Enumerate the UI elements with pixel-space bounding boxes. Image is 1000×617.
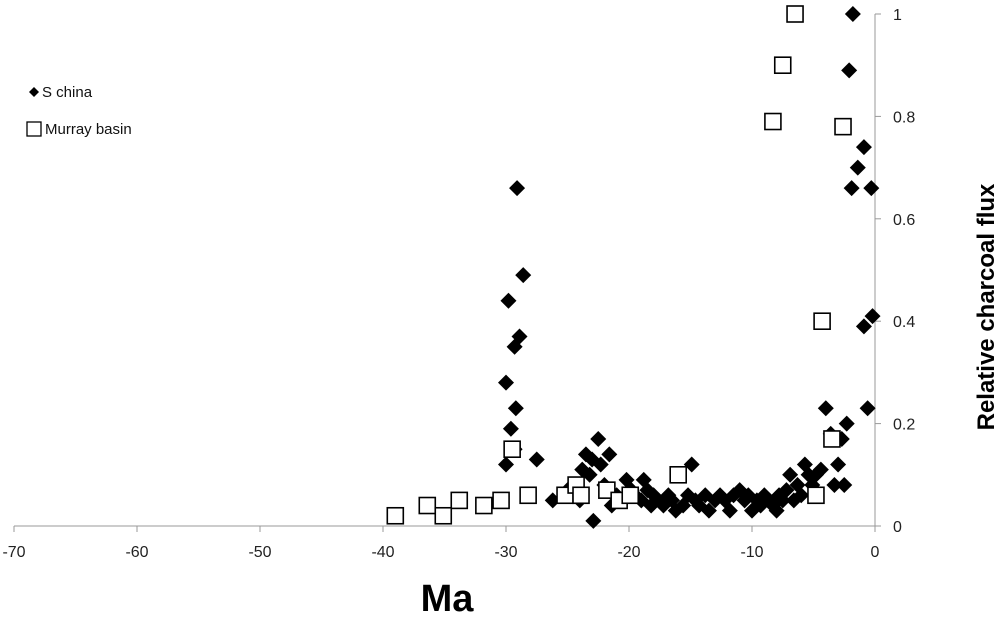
murray-basin-point <box>807 486 825 505</box>
y-tick-label: 1 <box>893 7 902 24</box>
murray-basin-point <box>519 486 537 505</box>
legend-label: Murray basin <box>45 121 132 138</box>
s-china-point <box>859 400 876 417</box>
murray-basin-point <box>492 491 510 510</box>
murray-basin-point <box>813 312 831 331</box>
legend-marker-diamond <box>29 87 39 97</box>
murray-basin-point <box>669 465 688 484</box>
s-china-point <box>836 477 853 494</box>
s-china-point <box>500 292 517 309</box>
s-china-point <box>863 180 880 197</box>
s-china-point <box>590 430 607 447</box>
legend-marker-square <box>26 121 42 137</box>
s-china-point <box>528 451 545 468</box>
s-china-point <box>817 400 834 417</box>
s-china-point <box>782 466 799 483</box>
y-tick-label: 0.8 <box>893 109 915 126</box>
y-tick-label: 0 <box>893 519 902 536</box>
s-china-point <box>721 502 738 519</box>
y-tick-label: 0.2 <box>893 417 915 434</box>
s-china-point <box>581 466 598 483</box>
axes: -70 -60 -50 -40 -30 -20 -10 0 0 0.2 0.4 0.6 0.8 1 <box>2 7 915 561</box>
s-china-point <box>855 318 872 335</box>
s-china-point <box>502 420 519 437</box>
legend-label: S china <box>42 84 93 101</box>
s-china-point <box>826 477 843 494</box>
s-china-point <box>812 461 829 478</box>
murray-basin-point <box>450 491 469 510</box>
y-tick-label: 0.6 <box>893 212 915 229</box>
murray-basin-point <box>786 5 804 23</box>
data-points <box>386 5 881 529</box>
x-axis-title: Ma <box>421 578 475 617</box>
s-china-point <box>844 6 861 22</box>
y-tick-label: 0.4 <box>893 314 915 331</box>
s-china-point <box>498 456 514 473</box>
murray-basin-point <box>572 486 590 505</box>
x-tick-label: -40 <box>371 544 394 561</box>
x-tick-label: -50 <box>248 544 271 561</box>
s-china-point <box>778 482 795 499</box>
y-axis-title: Relative charcoal flux <box>973 183 1000 430</box>
legend-item-s-china: S china <box>29 84 93 101</box>
murray-basin-point <box>475 496 493 515</box>
s-china-point <box>683 456 700 473</box>
s-china-point <box>768 502 785 519</box>
s-china-point <box>849 159 866 176</box>
series-s-china <box>498 6 881 529</box>
murray-basin-point <box>834 117 852 136</box>
murray-basin-point <box>418 496 437 515</box>
legend: S china Murray basin <box>26 84 132 138</box>
x-axis-ticks: -70 -60 -50 -40 -30 -20 -10 0 <box>2 526 880 561</box>
s-china-point <box>864 308 881 325</box>
s-china-point <box>830 456 847 473</box>
s-china-point <box>515 267 532 284</box>
s-china-point <box>691 497 708 514</box>
y-axis-ticks: 0 0.2 0.4 0.6 0.8 1 <box>875 7 915 536</box>
x-tick-label: -20 <box>617 544 640 561</box>
x-tick-label: -10 <box>740 544 763 561</box>
s-china-point <box>601 446 618 463</box>
x-tick-label: -70 <box>2 544 25 561</box>
s-china-point <box>506 338 523 355</box>
s-china-point <box>509 180 526 197</box>
s-china-point <box>592 456 609 473</box>
s-china-point <box>700 502 717 519</box>
x-tick-label: -60 <box>125 544 148 561</box>
murray-basin-point <box>503 440 521 459</box>
x-tick-label: 0 <box>871 544 880 561</box>
s-china-point <box>855 139 872 156</box>
s-china-point <box>507 400 524 417</box>
s-china-point <box>793 487 810 504</box>
murray-basin-point <box>386 506 405 525</box>
s-china-point <box>838 415 855 432</box>
s-china-point <box>585 512 602 529</box>
murray-basin-point <box>621 486 640 505</box>
series-murray-basin <box>386 5 852 525</box>
murray-basin-point <box>764 112 782 131</box>
s-china-point <box>841 62 858 79</box>
legend-item-murray-basin: Murray basin <box>26 121 132 138</box>
murray-basin-point <box>823 430 841 448</box>
s-china-point <box>843 180 860 197</box>
murray-basin-point <box>773 56 792 75</box>
x-tick-label: -30 <box>494 544 517 561</box>
s-china-point <box>498 374 514 391</box>
murray-basin-point <box>434 506 453 525</box>
